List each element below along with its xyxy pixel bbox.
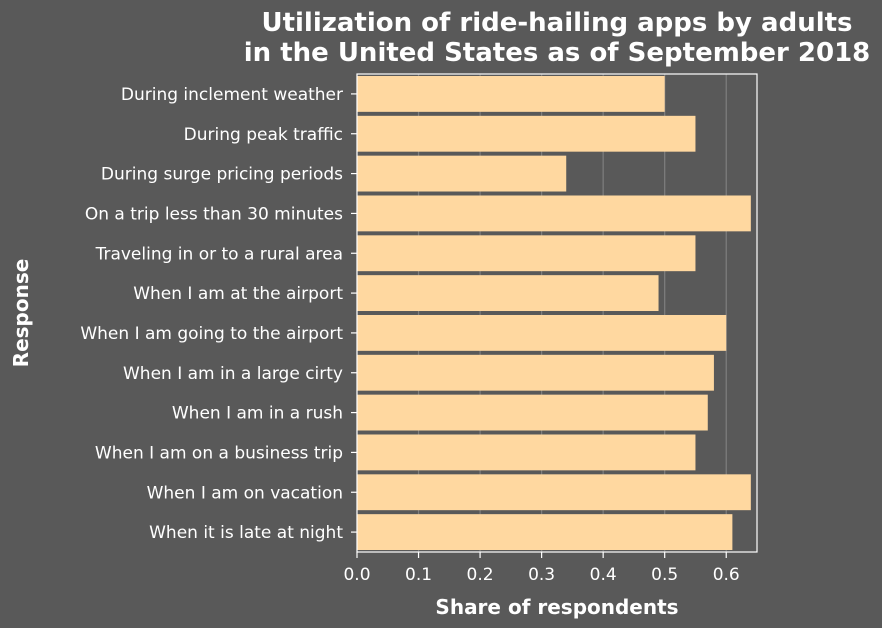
x-axis-title: Share of respondents <box>435 595 678 619</box>
category-label: Traveling in or to a rural area <box>95 244 343 264</box>
bar <box>357 235 696 272</box>
chart-title-line-2: in the United States as of September 201… <box>244 38 871 68</box>
category-label: During surge pricing periods <box>101 165 343 185</box>
category-label: When I am in a rush <box>172 404 343 424</box>
category-label: When I am on a business trip <box>95 443 343 463</box>
x-tick-label: 0.0 <box>343 565 370 585</box>
y-axis-title: Response <box>9 259 33 368</box>
bar <box>357 354 714 391</box>
bars <box>357 75 751 551</box>
gridlines <box>356 74 727 552</box>
category-label: During inclement weather <box>121 85 343 105</box>
bar <box>357 514 733 551</box>
category-label: When I am on vacation <box>147 483 343 503</box>
x-tick-label: 0.4 <box>590 565 617 585</box>
x-tick-label: 0.5 <box>651 565 678 585</box>
bar <box>357 474 751 511</box>
bar <box>357 314 727 351</box>
bar <box>357 434 696 471</box>
x-tick-label: 0.1 <box>405 565 432 585</box>
category-label: When I am in a large cirty <box>123 364 343 384</box>
x-tick-label: 0.3 <box>528 565 555 585</box>
x-tick-label: 0.6 <box>713 565 740 585</box>
plot-frame <box>356 73 758 553</box>
chart-title-line-1: Utilization of ride-hailing apps by adul… <box>261 8 852 38</box>
bar <box>357 115 696 152</box>
category-label: When I am going to the airport <box>80 324 343 344</box>
y-axis-ticks: During inclement weather During peak traf… <box>80 85 357 543</box>
bar <box>357 155 567 192</box>
bar <box>357 275 659 312</box>
bar <box>357 75 665 112</box>
category-label: On a trip less than 30 minutes <box>85 204 343 224</box>
category-label: When I am at the airport <box>133 284 343 304</box>
category-label: During peak traffic <box>184 125 343 145</box>
bar <box>357 394 708 431</box>
x-tick-label: 0.2 <box>467 565 494 585</box>
x-axis-ticks: 0.0 0.1 0.2 0.3 0.4 0.5 0.6 <box>343 552 740 585</box>
bar <box>357 195 751 232</box>
category-label: When it is late at night <box>149 523 343 543</box>
